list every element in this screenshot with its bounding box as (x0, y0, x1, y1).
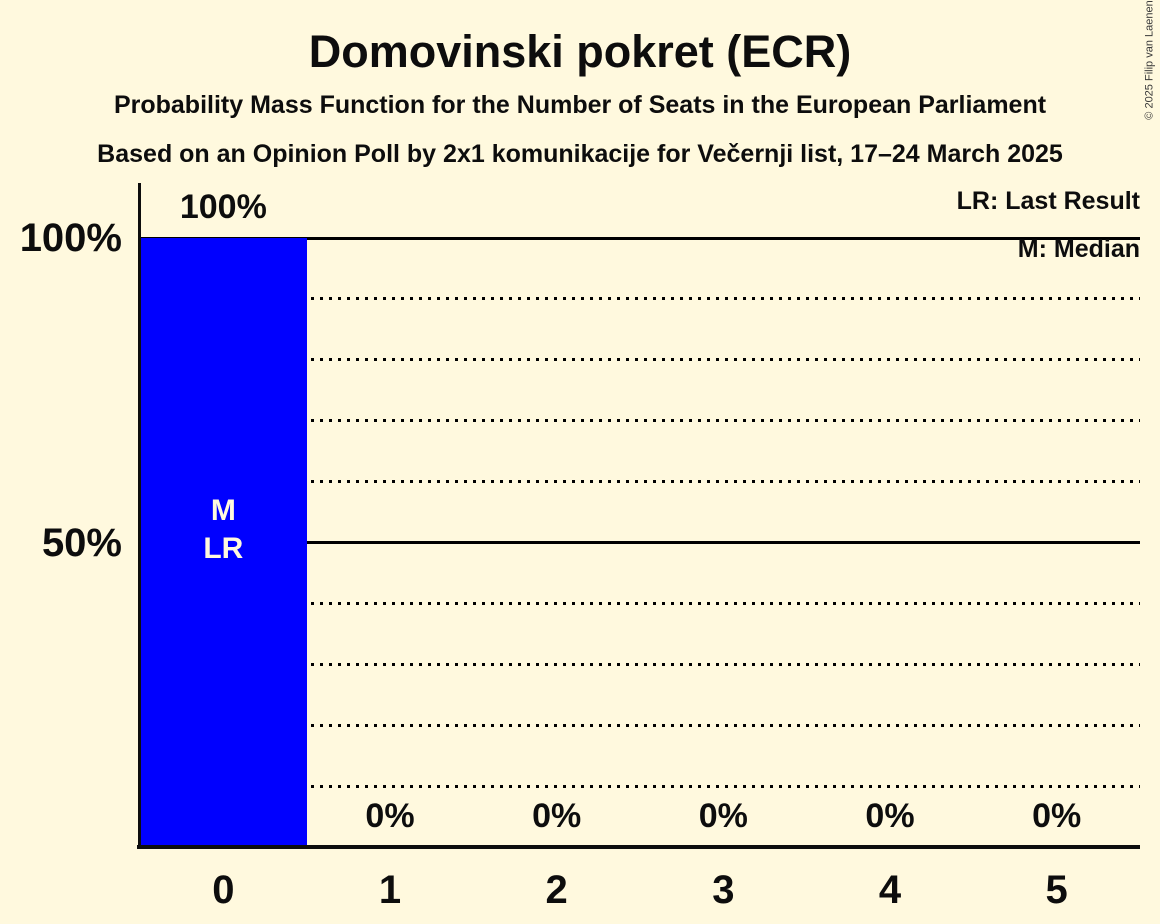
gridline-solid-50 (140, 541, 1140, 544)
x-tick-3: 3 (712, 868, 735, 912)
gridline-dotted-60 (140, 480, 1140, 484)
gridline-dotted-70 (140, 419, 1140, 423)
gridline-dotted-30 (140, 662, 1140, 666)
x-tick-4: 4 (878, 868, 902, 912)
legend-last-result: LR: Last Result (956, 187, 1140, 215)
x-tick-2: 2 (545, 868, 568, 912)
chart-title: Domovinski pokret (ECR) (308, 26, 852, 77)
x-axis-line (137, 845, 1140, 849)
bar-value-label-1: 0% (365, 797, 415, 835)
gridline-dotted-20 (140, 723, 1140, 727)
bar-0 (140, 238, 307, 847)
bar-value-label-5: 0% (1032, 797, 1082, 835)
y-axis-line (138, 183, 141, 847)
chart-subtitle: Probability Mass Function for the Number… (113, 91, 1047, 119)
bar-value-label-2: 0% (532, 797, 582, 835)
bar-annotation-line-m: M (210, 494, 236, 527)
legend-median: M: Median (1017, 235, 1140, 263)
bar-annotation-line-lr: LR (203, 532, 244, 565)
x-tick-5: 5 (1045, 868, 1068, 912)
gridline-dotted-10 (140, 784, 1140, 788)
x-tick-1: 1 (378, 868, 402, 912)
gridline-dotted-40 (140, 601, 1140, 605)
copyright-text: © 2025 Filip van Laenen (1144, 0, 1157, 120)
bar-value-label-3: 0% (698, 797, 748, 835)
bar-annotation-median-lastresult: M LR (140, 492, 307, 568)
copyright-notice: © 2025 Filip van Laenen (1140, 0, 1160, 120)
x-tick-0: 0 (212, 868, 235, 912)
chart-source-line: Based on an Opinion Poll by 2x1 komunika… (97, 140, 1063, 168)
bar-value-label-4: 0% (865, 797, 915, 835)
gridline-dotted-90 (140, 297, 1140, 301)
y-tick-100: 100% (19, 216, 122, 260)
gridline-dotted-80 (140, 358, 1140, 362)
gridline-solid-100 (140, 236, 1140, 240)
bar-value-label-0: 100% (179, 188, 267, 226)
y-tick-50: 50% (41, 520, 122, 565)
